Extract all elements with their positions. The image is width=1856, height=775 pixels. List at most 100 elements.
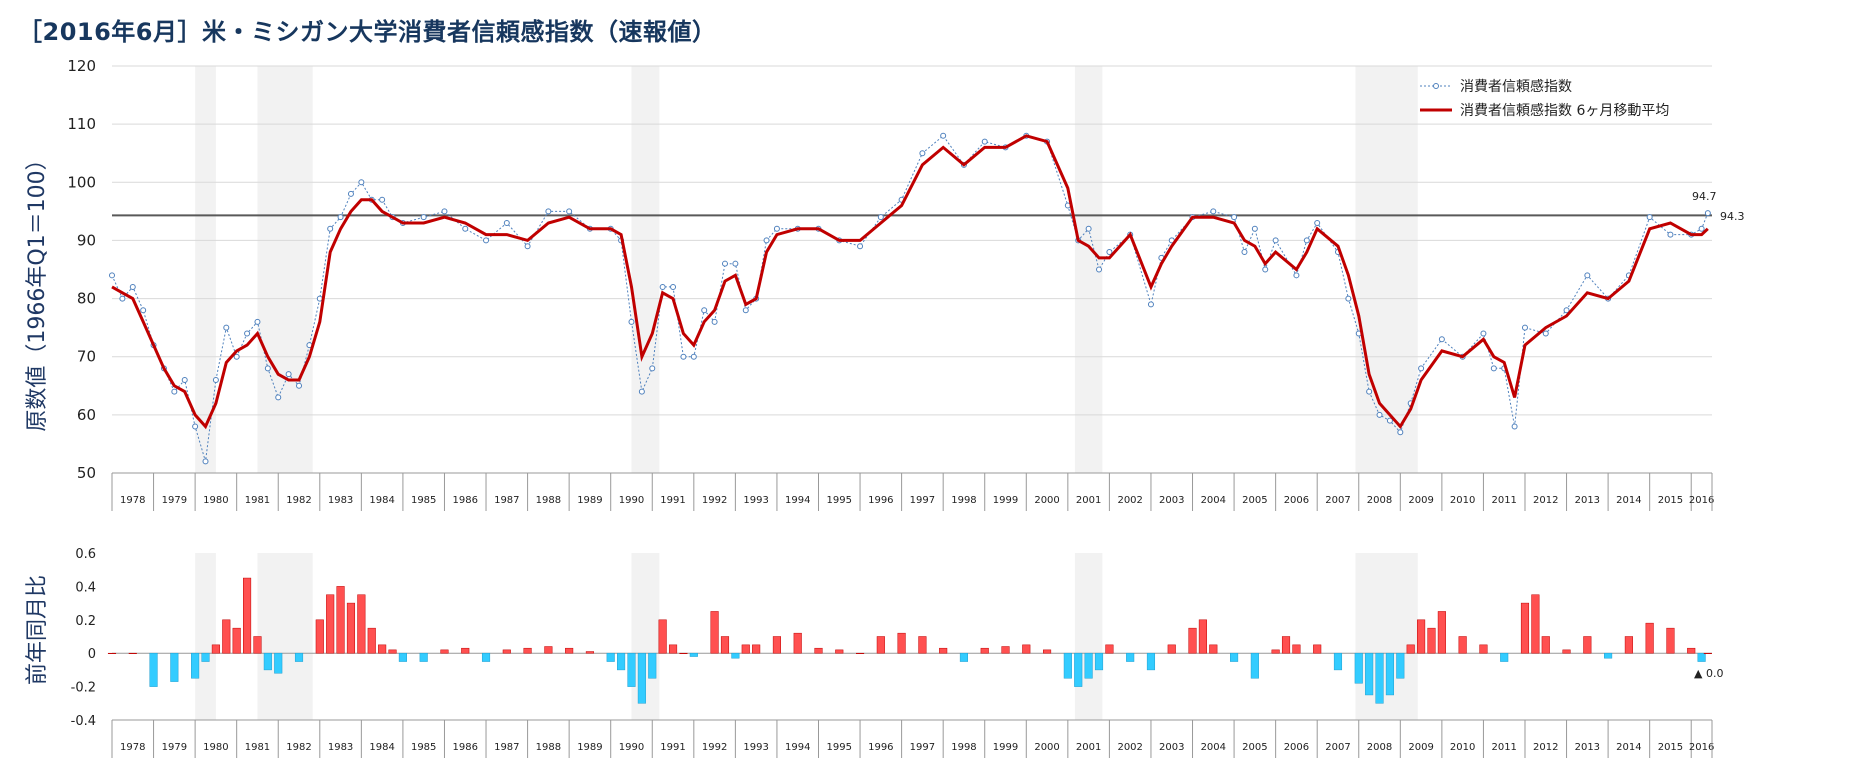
year-label: 1986 xyxy=(453,742,478,753)
year-label: 1981 xyxy=(245,495,270,506)
yoy-bar xyxy=(1406,644,1415,654)
year-label: 2002 xyxy=(1117,742,1142,753)
index-chart: 50 60 70 80 90 100 110 120 1978 1979 1980 1981 1982… xyxy=(25,57,1745,511)
yoy-bar xyxy=(1541,636,1550,654)
yoy-bar xyxy=(502,649,511,654)
index-point xyxy=(462,225,469,232)
index-point xyxy=(140,307,147,314)
year-label: 1995 xyxy=(827,495,852,506)
yoy-bar xyxy=(1697,652,1706,662)
year-label: 2007 xyxy=(1325,742,1350,753)
y-tick-label: 50 xyxy=(77,464,96,482)
index-point xyxy=(1345,295,1352,302)
year-label: 1979 xyxy=(162,495,187,506)
index-point xyxy=(1646,214,1653,221)
index-point xyxy=(441,208,448,215)
index-point xyxy=(379,196,386,203)
index-point xyxy=(1698,225,1705,232)
year-label: 1987 xyxy=(494,742,519,753)
year-label: 1983 xyxy=(328,495,353,506)
top-y-axis-label: 原数値（1966年Q1＝100） xyxy=(25,148,50,431)
index-point xyxy=(1511,423,1518,430)
index-point xyxy=(857,243,864,250)
index-point xyxy=(1293,272,1300,279)
year-label: 1994 xyxy=(785,495,810,506)
index-point xyxy=(628,318,635,325)
y-tick-label: -0.4 xyxy=(71,714,96,729)
year-label: 1982 xyxy=(286,742,311,753)
yoy-bar xyxy=(1281,636,1291,654)
index-point xyxy=(940,132,947,139)
year-label: 2004 xyxy=(1201,495,1226,506)
year-label: 1989 xyxy=(577,742,602,753)
yoy-bar xyxy=(243,577,252,654)
year-label: 2001 xyxy=(1076,742,1101,753)
yoy-bar xyxy=(772,636,781,654)
yoy-bar xyxy=(1094,652,1104,671)
y-tick-label: 110 xyxy=(67,115,96,133)
year-label: 1988 xyxy=(536,742,561,753)
recession-bands xyxy=(195,66,1418,473)
recession-band xyxy=(195,553,216,720)
year-label: 2005 xyxy=(1242,742,1267,753)
index-point xyxy=(763,237,770,244)
year-label: 1984 xyxy=(369,495,394,506)
yoy-bar xyxy=(1666,627,1675,654)
index-point xyxy=(327,225,334,232)
year-label: 2009 xyxy=(1408,742,1433,753)
bottom-y-axis-label: 前年同月比 xyxy=(25,575,50,685)
yoy-bar xyxy=(565,647,574,654)
index-point xyxy=(1303,237,1310,244)
index-point xyxy=(1231,214,1238,221)
year-label: 1991 xyxy=(660,742,685,753)
yoy-bar xyxy=(835,649,844,654)
yoy-bar xyxy=(1365,652,1374,696)
year-label: 2015 xyxy=(1658,742,1683,753)
year-label: 1985 xyxy=(411,742,436,753)
year-label: 2010 xyxy=(1450,742,1475,753)
recession-band xyxy=(631,66,660,473)
yoy-bar xyxy=(1022,644,1031,654)
year-label: 1989 xyxy=(577,495,602,506)
yoy-bar xyxy=(731,652,740,659)
yoy-bar xyxy=(793,632,802,654)
index-point xyxy=(1262,266,1269,273)
index-point xyxy=(119,295,126,302)
year-label: 2006 xyxy=(1284,742,1309,753)
year-label: 1978 xyxy=(120,742,145,753)
yoy-bar xyxy=(378,644,387,654)
yoy-bar xyxy=(814,647,823,654)
year-label: 1996 xyxy=(868,742,893,753)
index-point xyxy=(690,353,697,360)
yoy-bar xyxy=(876,636,885,654)
year-label: 2006 xyxy=(1284,495,1309,506)
yoy-bar xyxy=(544,646,553,654)
yoy-bar xyxy=(1167,644,1176,654)
year-label: 1997 xyxy=(910,495,935,506)
year-label: 2008 xyxy=(1367,742,1392,753)
index-point xyxy=(545,208,552,215)
legend-ma-label: 消費者信頼感指数 6ヶ月移動平均 xyxy=(1460,102,1669,119)
yoy-bar xyxy=(336,586,345,654)
yoy-bar xyxy=(617,652,626,671)
yoy-bar xyxy=(980,647,989,654)
index-point xyxy=(1490,365,1497,372)
yoy-bar xyxy=(1043,649,1052,654)
year-label: 2011 xyxy=(1491,742,1516,753)
year-label: 1985 xyxy=(411,495,436,506)
yoy-bar xyxy=(1354,652,1363,684)
yoy-bar xyxy=(627,652,636,687)
year-label: 2016 xyxy=(1689,495,1714,506)
year-label: 2003 xyxy=(1159,742,1184,753)
index-point xyxy=(1563,307,1570,314)
yoy-bar xyxy=(939,647,948,654)
year-label: 2000 xyxy=(1034,495,1059,506)
year-label: 2004 xyxy=(1201,742,1226,753)
index-point xyxy=(1438,336,1445,343)
year-label: 1995 xyxy=(827,742,852,753)
yoy-bar xyxy=(1396,652,1405,679)
year-label: 1988 xyxy=(536,495,561,506)
year-label: 1999 xyxy=(993,495,1018,506)
y-tick-label: 0.6 xyxy=(75,547,96,562)
index-point xyxy=(670,283,677,290)
